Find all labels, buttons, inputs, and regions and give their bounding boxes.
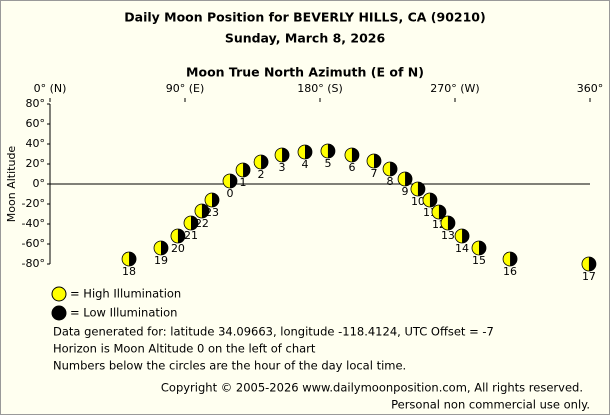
hour-label: 20 (171, 242, 185, 255)
hour-label: 2 (258, 168, 265, 181)
moon-shade (212, 193, 219, 207)
note: Data generated for: latitude 34.09663, l… (53, 325, 494, 339)
hour-label: 16 (503, 265, 517, 278)
moon-shade (327, 144, 335, 158)
moon-shade (282, 148, 290, 162)
moon-shade (161, 241, 168, 255)
copyright: Copyright © 2005-2026 www.dailymoonposit… (161, 381, 583, 395)
moon-shade (201, 204, 209, 219)
moon-shade (447, 216, 455, 230)
moon-shade (374, 154, 381, 168)
y-tick-label: -40° (22, 217, 45, 230)
hour-label: 4 (302, 158, 309, 171)
hour-label: 0 (227, 187, 234, 200)
hour-label: 21 (184, 229, 198, 242)
x-tick-label: 0° (N) (34, 82, 67, 95)
moon-shade (177, 229, 185, 243)
legend-marker (51, 286, 67, 302)
y-tick-label: 20° (26, 157, 46, 170)
legend-label: = High Illumination (70, 287, 181, 301)
chart-subtitle: Sunday, March 8, 2026 (225, 31, 386, 46)
y-tick-label: -80° (22, 257, 45, 270)
moon-shade (462, 229, 470, 243)
hour-label: 17 (582, 270, 596, 283)
x-axis-title: Moon True North Azimuth (E of N) (186, 65, 424, 80)
x-tick-label: 90° (E) (166, 82, 205, 95)
y-tick-label: -20° (22, 197, 45, 210)
moon-shade (305, 145, 312, 159)
hour-label: 9 (402, 185, 409, 198)
moon-shade (191, 216, 198, 230)
hour-label: 7 (371, 167, 378, 180)
hour-label: 10 (411, 195, 425, 208)
moon-shade (230, 174, 237, 188)
note: Numbers below the circles are the hour o… (53, 359, 406, 373)
note: Horizon is Moon Altitude 0 on the left o… (53, 342, 316, 356)
y-axis-title: Moon Altitude (5, 146, 18, 223)
y-tick-label: 0° (33, 177, 46, 190)
moon-shade (429, 193, 437, 207)
moon-shade (261, 155, 269, 170)
moon-shade (243, 163, 251, 177)
moon-shade (479, 241, 486, 255)
y-tick-label: 60° (26, 117, 46, 130)
y-tick-label: 40° (26, 137, 46, 150)
moon-shade (390, 162, 398, 176)
x-tick-label: 360° (577, 82, 604, 95)
hour-label: 18 (122, 265, 136, 278)
moon-shade (438, 205, 446, 219)
moon-shade (510, 252, 518, 266)
chart-title: Daily Moon Position for BEVERLY HILLS, C… (124, 10, 485, 25)
y-tick-label: 80° (26, 97, 46, 110)
hour-label: 13 (441, 229, 455, 242)
hour-label: 23 (205, 206, 219, 219)
moon-shade (417, 182, 425, 196)
hour-label: 5 (324, 157, 331, 170)
hour-label: 15 (472, 254, 486, 267)
legend-label: = Low Illumination (70, 306, 177, 320)
legend-marker (51, 305, 67, 321)
y-tick-label: -60° (22, 237, 45, 250)
hour-label: 1 (240, 176, 247, 189)
hour-label: 8 (387, 175, 394, 188)
moon-shade (405, 172, 413, 186)
hour-label: 19 (154, 254, 168, 267)
hour-label: 14 (455, 242, 469, 255)
x-tick-label: 180° (S) (297, 82, 343, 95)
x-tick-label: 270° (W) (430, 82, 479, 95)
moon-shade (588, 257, 596, 271)
hour-label: 3 (279, 161, 286, 174)
hour-label: 22 (195, 217, 209, 230)
hour-label: 6 (348, 161, 355, 174)
moon-shade (351, 148, 359, 162)
copyright: Personal non commercial use only. (391, 398, 590, 412)
moon-shade (129, 252, 137, 266)
